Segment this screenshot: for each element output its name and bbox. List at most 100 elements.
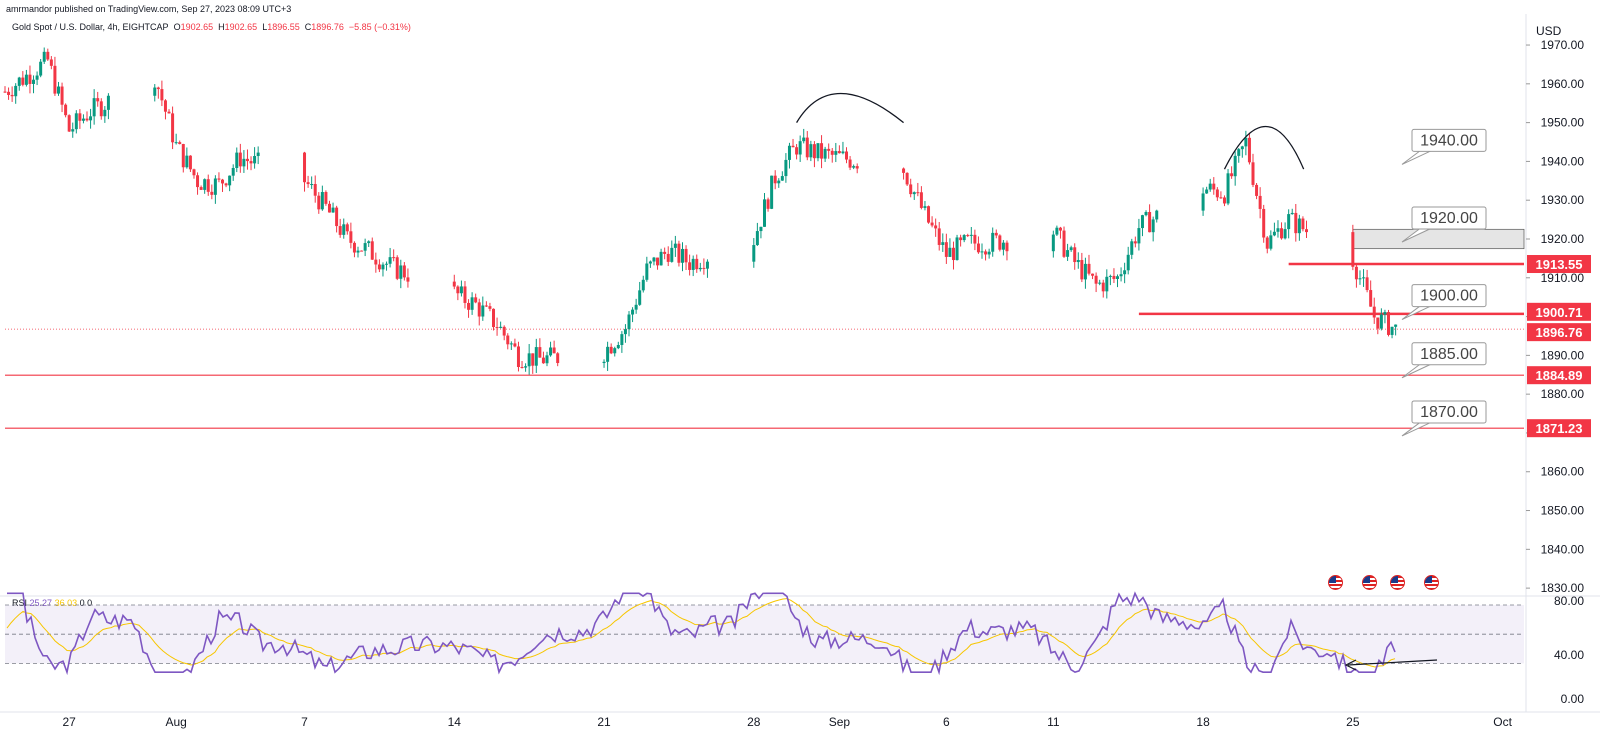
rsi-tick-label: 80.00 [1554,594,1584,608]
candle-body [224,183,228,186]
candle-body [827,148,831,151]
candle-body [702,267,706,269]
price-label-bg [1527,302,1591,321]
price-label-text: 1896.76 [1536,325,1583,340]
candle-body [1151,219,1155,233]
candle-body [638,290,642,305]
candle-body [452,281,456,287]
candle-body [763,199,766,227]
candle-body [185,155,189,168]
candle-body [456,286,460,294]
candle-body [349,231,353,243]
candle-body [937,228,941,245]
candle-body [181,144,185,168]
candle-body [1080,260,1084,280]
candle-body [1105,276,1109,292]
candle-body [1394,324,1398,327]
candle-body [556,353,560,364]
candle-body [78,113,82,121]
candle-body [388,257,392,264]
candle-body [477,302,481,317]
candle-body [1087,263,1091,274]
candle-body [631,309,635,315]
arrow-head-icon [1344,659,1357,671]
candle-body [634,304,638,310]
price-label-text: 1871.23 [1536,421,1583,436]
candle-body [35,75,39,80]
candle-body [516,346,520,368]
candle-body [85,118,89,121]
candle-body [331,207,335,213]
candle-body [171,113,175,143]
candle-body [1062,230,1066,257]
candle-body [92,98,96,117]
price-tick-label: 1930.00 [1541,193,1585,207]
candle-body [99,101,103,117]
time-tick-label: 27 [63,715,77,729]
candle-body [705,261,709,269]
candle-body [1055,227,1059,235]
candle-body [492,308,496,328]
us-flag-icon[interactable] [1390,575,1405,590]
candle-body [688,262,692,270]
candle-body [467,302,471,310]
price-tick-label: 1910.00 [1541,271,1585,285]
candle-body [919,192,923,208]
candle-body [527,353,531,367]
candle-body [10,94,14,97]
candle-body [163,100,167,112]
price-tick-label: 1940.00 [1541,154,1585,168]
candle-body [1126,254,1130,271]
candle-body [156,87,160,90]
rsi-extra: 0 0 [79,598,93,608]
candle-body [837,151,841,154]
candle-body [1372,306,1376,318]
candle-body [310,184,314,186]
candle-body [1354,266,1358,280]
candle-body [1005,242,1009,252]
us-flag-icon[interactable] [1424,575,1439,590]
price-label-bg [1527,323,1591,342]
candle-body [1073,247,1077,263]
candle-body [17,77,21,86]
candle-body [616,344,620,349]
symbol-legend: Gold Spot / U.S. Dollar, 4h, EIGHTCAP O1… [12,22,411,32]
price-label-bg [1527,419,1591,438]
candle-body [1297,218,1301,234]
time-tick-label: 28 [747,715,761,729]
candle-body [395,257,399,279]
candle-body [167,111,171,114]
candle-body [816,143,820,159]
arrow-annotation [1347,659,1438,666]
high-label: H [218,22,225,32]
currency-label[interactable]: USD [1536,24,1562,38]
candle-body [103,109,107,117]
candle-body [21,77,25,85]
candle-body [620,334,624,345]
candle-body [1247,137,1251,163]
candle-body [210,191,214,195]
callout-pointer [1401,226,1435,243]
candle-body [998,235,1002,250]
symbol-title[interactable]: Gold Spot / U.S. Dollar, 4h, EIGHTCAP [12,22,169,32]
candle-body [338,226,342,235]
rsi-legend: RSI 25.27 36.03 0 0 [12,598,92,608]
candle-body [385,263,389,265]
price-tick-label: 1830.00 [1541,581,1585,595]
us-flag-icon[interactable] [1362,575,1377,590]
candle-body [363,243,367,251]
rsi-name[interactable]: RSI [12,598,28,608]
candle-body [855,166,859,169]
us-flag-icon[interactable] [1328,575,1343,590]
candle-body [823,148,827,159]
candle-body [459,286,463,294]
time-tick-label: 11 [1047,715,1060,729]
candle-body [909,184,913,195]
candle-body [777,180,781,184]
candle-body [802,137,806,142]
candle-body [317,195,321,210]
price-tick-label: 1880.00 [1541,387,1585,401]
candle-body [812,144,816,159]
callout-label: 1885.00 [1420,346,1478,363]
